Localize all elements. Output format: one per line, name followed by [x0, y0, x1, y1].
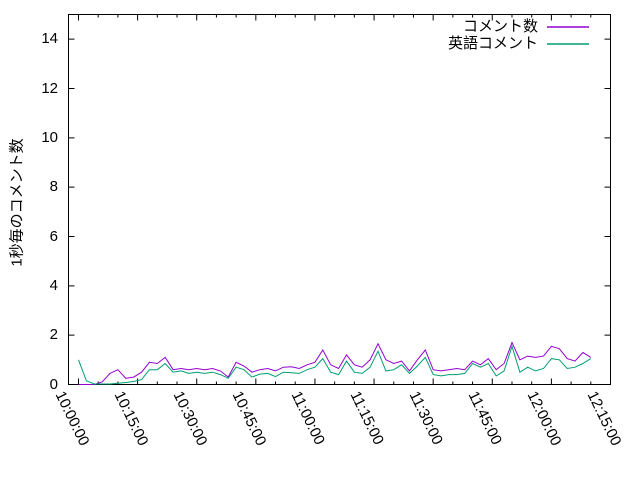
legend-entry-comments: コメント数	[462, 18, 538, 35]
y-axis-title: 1秒毎のコメント数	[8, 138, 26, 267]
y-tick-label: 12	[41, 79, 58, 97]
y-tick-label: 0	[49, 375, 58, 393]
y-tick-label: 2	[49, 326, 58, 344]
series-line-0	[78, 341, 592, 385]
axis-ticks	[68, 14, 611, 385]
series-line-1	[78, 344, 592, 385]
legend-entry-english-comments: 英語コメント	[447, 35, 538, 52]
y-tick-label: 6	[49, 227, 58, 245]
y-tick-label: 8	[49, 178, 58, 196]
y-tick-label: 10	[41, 128, 58, 146]
y-tick-label: 14	[41, 30, 58, 48]
plot-border	[68, 14, 611, 385]
series-lines	[78, 341, 592, 385]
legend-line-samples	[547, 26, 589, 45]
y-tick-label: 4	[49, 276, 58, 294]
